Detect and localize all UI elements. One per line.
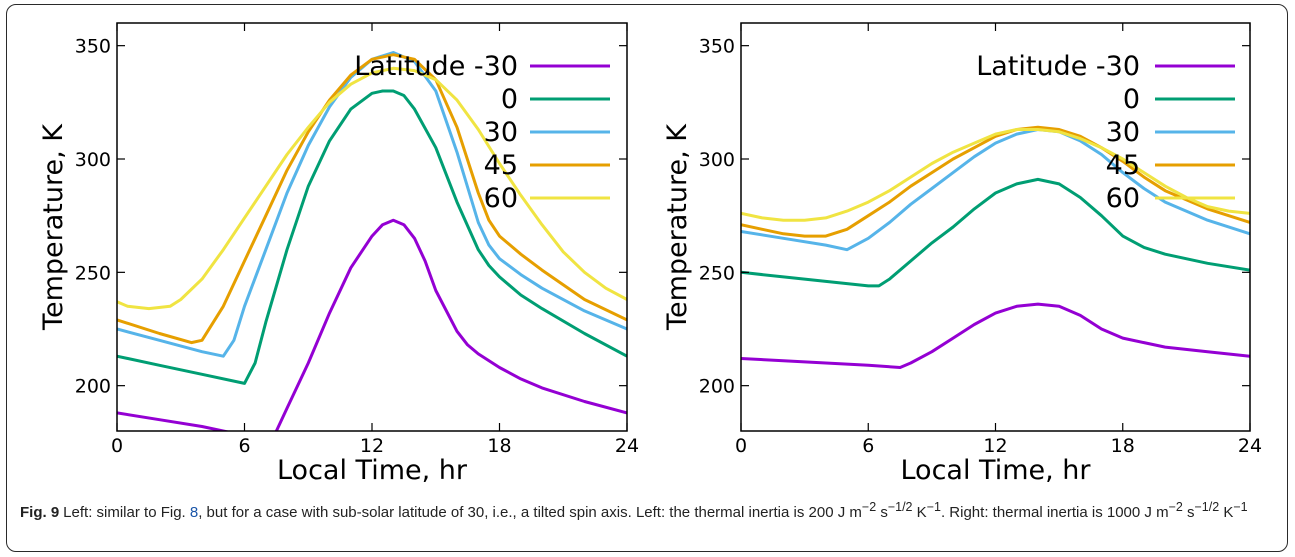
x-tick-label: 12 [983, 435, 1007, 457]
y-tick-label: 250 [699, 262, 735, 284]
x-tick-label: 0 [735, 435, 747, 457]
caption-superscript: −1/2 [887, 500, 913, 514]
legend-label: 0 [501, 84, 518, 115]
y-tick-label: 250 [75, 262, 111, 284]
figure-caption: Fig. 9 Left: similar to Fig. 8, but for a… [20, 497, 1275, 523]
series-line-lat--30 [117, 218, 627, 431]
y-tick-label: 200 [75, 376, 111, 398]
figure-frame [6, 4, 1288, 552]
x-tick-label: 6 [862, 435, 874, 457]
legend-label: 45 [484, 150, 518, 181]
caption-text: K [912, 504, 927, 521]
legend-label: 0 [1123, 84, 1140, 115]
x-tick-label: 0 [111, 435, 123, 457]
x-axis-label: Local Time, hr [900, 455, 1091, 486]
legend-label: 45 [1106, 150, 1140, 181]
x-axis-label: Local Time, hr [277, 455, 468, 486]
series-line-lat--30 [741, 302, 1250, 369]
series-line-lat-0 [117, 89, 627, 385]
series-line-lat-45 [117, 53, 627, 345]
legend-label: 30 [484, 117, 518, 148]
x-tick-label: 24 [615, 435, 639, 457]
caption-text: . Right: thermal inertia is 1000 J m [940, 504, 1169, 521]
x-tick-label: 24 [1238, 435, 1262, 457]
figure-reference-link[interactable]: 8 [189, 504, 199, 521]
caption-text: s [1182, 504, 1195, 521]
y-axis-label: Temperature, K [662, 123, 693, 331]
x-tick-label: 18 [487, 435, 511, 457]
x-tick-label: 18 [1111, 435, 1135, 457]
caption-text: K [1219, 504, 1234, 521]
legend-label: Latitude -30 [354, 51, 518, 82]
caption-superscript: −2 [1168, 500, 1183, 514]
series-line-lat-0 [741, 177, 1250, 288]
series-line-lat-45 [741, 125, 1250, 238]
caption-superscript: −1/2 [1194, 500, 1220, 514]
caption-text: s [876, 504, 888, 521]
legend-label: 30 [1106, 117, 1140, 148]
x-tick-label: 12 [360, 435, 384, 457]
caption-superscript: −2 [861, 500, 877, 514]
y-axis-label: Temperature, K [38, 123, 69, 331]
y-tick-label: 300 [75, 149, 111, 171]
y-tick-label: 350 [699, 36, 735, 58]
caption-superscript: −1 [1233, 500, 1248, 514]
plot-frame [740, 22, 1251, 432]
caption-text: , but for a case with sub-solar latitude… [198, 504, 862, 521]
legend-label: 60 [1106, 183, 1140, 214]
caption-label: Fig. 9 [20, 504, 60, 521]
y-tick-label: 200 [699, 376, 735, 398]
y-tick-label: 300 [699, 149, 735, 171]
caption-text: Left: similar to Fig. [63, 504, 190, 521]
legend-label: 60 [484, 183, 518, 214]
y-tick-label: 350 [75, 36, 111, 58]
caption-superscript: −1 [926, 500, 941, 514]
x-tick-label: 6 [238, 435, 250, 457]
series-line-lat-60 [741, 128, 1250, 222]
legend-label: Latitude -30 [976, 51, 1140, 82]
series-line-lat-60 [117, 66, 627, 311]
series-line-lat-30 [741, 128, 1250, 252]
